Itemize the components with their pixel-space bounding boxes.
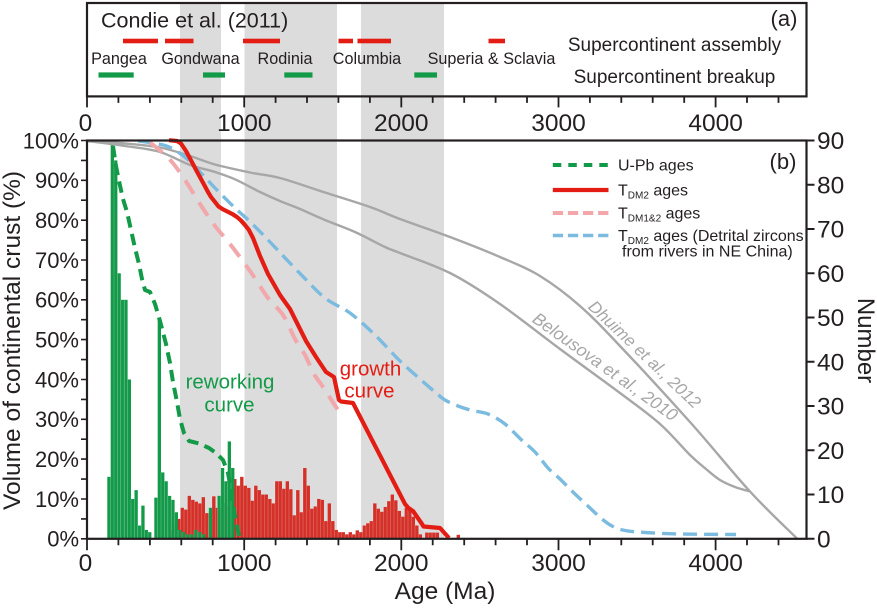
svg-text:30%: 30% bbox=[35, 407, 79, 432]
svg-text:70: 70 bbox=[817, 217, 844, 244]
svg-text:Supercontinent assembly: Supercontinent assembly bbox=[568, 35, 782, 56]
svg-text:reworking: reworking bbox=[186, 371, 275, 394]
svg-text:70%: 70% bbox=[35, 248, 79, 273]
svg-text:TDM2 ages (Detrital zircons: TDM2 ages (Detrital zircons bbox=[618, 228, 804, 247]
svg-text:4000: 4000 bbox=[688, 550, 743, 577]
svg-text:4000: 4000 bbox=[688, 110, 743, 137]
svg-text:curve: curve bbox=[344, 380, 394, 403]
svg-text:Rodinia: Rodinia bbox=[258, 50, 313, 68]
svg-text:(b): (b) bbox=[770, 149, 797, 174]
svg-text:1000: 1000 bbox=[217, 110, 272, 137]
svg-text:U-Pb ages: U-Pb ages bbox=[618, 158, 694, 175]
svg-text:0: 0 bbox=[79, 110, 93, 137]
svg-text:20%: 20% bbox=[35, 447, 79, 472]
svg-text:1000: 1000 bbox=[217, 550, 272, 577]
svg-text:Volume of continental crust (%: Volume of continental crust (%) bbox=[0, 171, 26, 510]
svg-text:Condie et al. (2011): Condie et al. (2011) bbox=[101, 9, 288, 33]
svg-text:growth: growth bbox=[340, 358, 402, 381]
svg-text:3000: 3000 bbox=[531, 550, 586, 577]
svg-text:0%: 0% bbox=[47, 527, 79, 552]
svg-text:Gondwana: Gondwana bbox=[161, 50, 239, 68]
svg-text:Supercontinent breakup: Supercontinent breakup bbox=[574, 67, 776, 88]
svg-text:3000: 3000 bbox=[531, 110, 586, 137]
svg-text:100%: 100% bbox=[23, 128, 79, 153]
svg-text:60: 60 bbox=[817, 261, 844, 288]
svg-text:80%: 80% bbox=[35, 208, 79, 233]
svg-text:curve: curve bbox=[204, 394, 254, 417]
svg-text:10%: 10% bbox=[35, 487, 79, 512]
svg-text:2000: 2000 bbox=[374, 550, 429, 577]
svg-text:Age (Ma): Age (Ma) bbox=[395, 578, 496, 604]
svg-text:0: 0 bbox=[817, 526, 831, 553]
svg-text:0: 0 bbox=[79, 550, 93, 577]
svg-text:50: 50 bbox=[817, 305, 844, 332]
svg-text:Pangea: Pangea bbox=[91, 50, 147, 68]
svg-text:90: 90 bbox=[817, 128, 844, 155]
svg-text:Superia & Sclavia: Superia & Sclavia bbox=[428, 50, 556, 68]
svg-text:40: 40 bbox=[817, 349, 844, 376]
svg-text:TDM1&2 ages: TDM1&2 ages bbox=[618, 206, 700, 225]
svg-text:from rivers in NE China): from rivers in NE China) bbox=[622, 244, 793, 261]
svg-text:50%: 50% bbox=[35, 328, 79, 353]
svg-text:40%: 40% bbox=[35, 367, 79, 392]
svg-text:2000: 2000 bbox=[374, 110, 429, 137]
svg-text:Columbia: Columbia bbox=[333, 50, 401, 68]
svg-text:20: 20 bbox=[817, 438, 844, 465]
svg-text:10: 10 bbox=[817, 482, 844, 509]
svg-text:80: 80 bbox=[817, 172, 844, 199]
svg-text:Number: Number bbox=[852, 298, 877, 383]
svg-text:60%: 60% bbox=[35, 288, 79, 313]
svg-text:30: 30 bbox=[817, 394, 844, 421]
svg-text:(a): (a) bbox=[771, 6, 798, 31]
svg-text:90%: 90% bbox=[35, 168, 79, 193]
